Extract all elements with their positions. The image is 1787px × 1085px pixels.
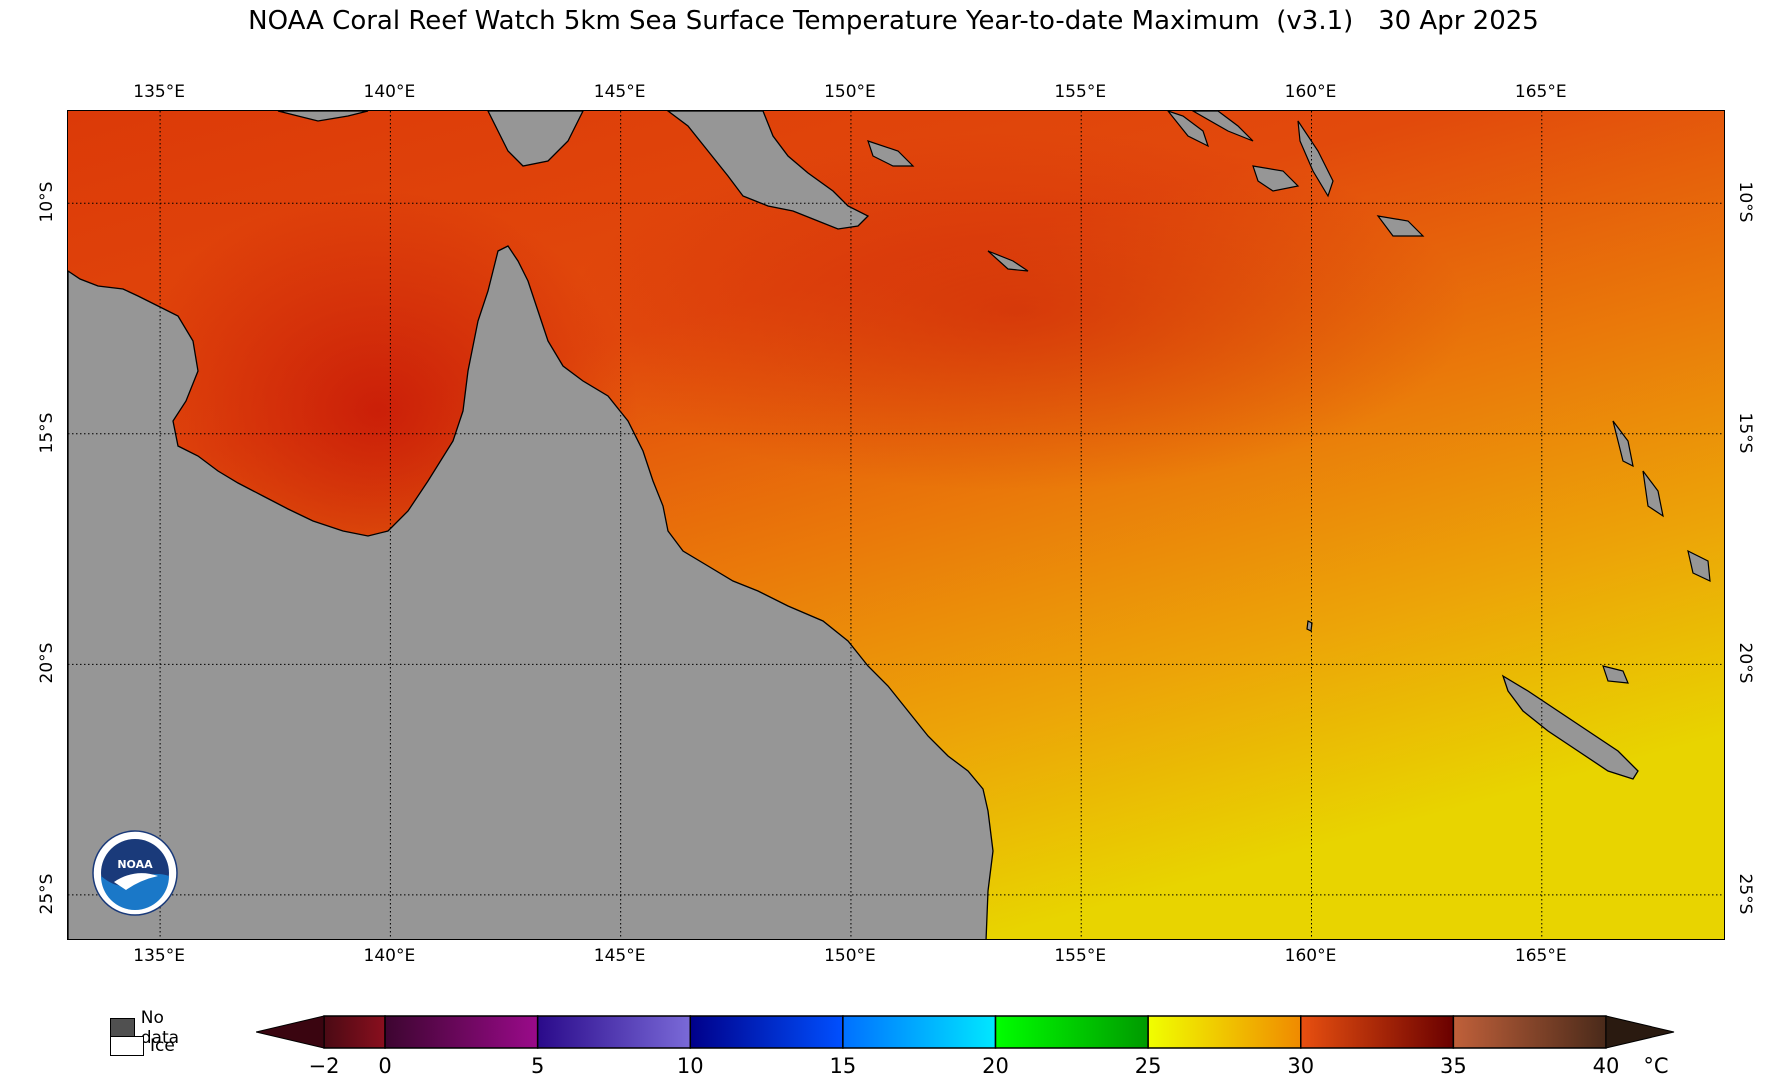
temperature-colorbar	[256, 1015, 1675, 1049]
colorbar-tick-6: 25	[1134, 1054, 1162, 1078]
solomon-island-2	[1167, 111, 1210, 148]
colorbar-tick-2: 5	[530, 1054, 545, 1078]
colorbar-tick-1: 0	[378, 1054, 392, 1078]
colorbar-tick-0: −2	[308, 1054, 340, 1078]
colorbar-tick-5: 20	[982, 1054, 1009, 1078]
ice-label: Ice	[150, 1036, 175, 1056]
colorbar-tick-9: 40	[1592, 1054, 1620, 1078]
lon-tick-bottom-1: 140°E	[363, 946, 416, 966]
new-guinea-east-land	[666, 111, 870, 230]
lon-tick-top-4: 155°E	[1054, 82, 1107, 102]
colorbar-segment-2	[536, 1015, 692, 1049]
lon-tick-top-0: 135°E	[133, 82, 185, 102]
lat-tick-left-3: 25°S	[37, 873, 57, 915]
colorbar-segment-6	[1147, 1015, 1302, 1049]
lat-tick-left-0: 10°S	[37, 181, 57, 223]
vanuatu-island-2	[1642, 470, 1664, 518]
loyalty-island	[1602, 665, 1629, 684]
lon-tick-bottom-3: 150°E	[824, 946, 876, 966]
lon-tick-bottom-4: 155°E	[1054, 946, 1107, 966]
gridlines	[68, 111, 1724, 939]
colorbar-segment-4	[842, 1015, 997, 1049]
lat-tick-left-2: 20°S	[37, 642, 57, 684]
colorbar-tick-3: 10	[676, 1054, 704, 1078]
map-title: NOAA Coral Reef Watch 5km Sea Surface Te…	[248, 6, 1539, 36]
no-data-label: No data	[140, 1008, 180, 1048]
australia-land	[68, 245, 994, 939]
vanuatu-island-3	[1687, 549, 1711, 582]
lat-tick-right-0: 10°S	[1735, 181, 1755, 223]
cape-york-land	[277, 111, 369, 122]
noaa-logo-icon: NOAA	[92, 830, 178, 916]
legend-ice: Ice	[110, 1036, 175, 1056]
sst-map	[67, 110, 1725, 940]
lat-tick-right-1: 15°S	[1735, 412, 1755, 454]
new-caledonia-land	[1501, 674, 1639, 780]
lon-tick-bottom-0: 135°E	[133, 946, 185, 966]
lon-tick-top-2: 145°E	[593, 82, 646, 102]
lon-tick-top-5: 160°E	[1284, 82, 1337, 102]
new-guinea-land	[487, 111, 584, 167]
lat-tick-right-2: 20°S	[1735, 642, 1755, 684]
solomon-island-4	[1252, 165, 1300, 192]
colorbar-segment-1	[384, 1015, 539, 1049]
lon-tick-top-1: 140°E	[363, 82, 416, 102]
solomon-island-1	[1191, 111, 1254, 142]
colorbar-segment-8	[1452, 1015, 1607, 1049]
lon-tick-bottom-2: 145°E	[593, 946, 646, 966]
new-britain-island	[867, 140, 915, 167]
vanuatu-island-1	[1612, 420, 1634, 468]
solomon-island-5	[1376, 215, 1425, 237]
no-data-swatch	[110, 1018, 135, 1038]
colorbar-segment-7	[1300, 1015, 1455, 1049]
ice-swatch	[110, 1036, 144, 1056]
colorbar-segment-5	[994, 1015, 1149, 1049]
colorbar-under-arrow	[256, 1015, 325, 1049]
colorbar-over-arrow	[1605, 1015, 1675, 1049]
colorbar-tick-7: 30	[1287, 1054, 1315, 1078]
lon-tick-top-6: 165°E	[1514, 82, 1567, 102]
lat-tick-left-1: 15°S	[37, 412, 57, 454]
lat-tick-right-3: 25°S	[1735, 873, 1755, 915]
colorbar-tick-8: 35	[1440, 1054, 1467, 1078]
colorbar-segment-0	[323, 1015, 386, 1049]
lon-tick-top-3: 150°E	[824, 82, 876, 102]
lon-tick-bottom-6: 165°E	[1514, 946, 1567, 966]
colorbar-tick-4: 15	[829, 1054, 857, 1078]
colorbar-unit: °C	[1643, 1054, 1669, 1078]
logo-text: NOAA	[117, 858, 153, 871]
legend-no-data: No data	[110, 1008, 188, 1048]
coral-sea-hot-zone	[568, 131, 1468, 491]
colorbar-segment-3	[689, 1015, 844, 1049]
solomon-island-3	[1297, 120, 1334, 198]
chesterfield-island	[1306, 620, 1313, 632]
lon-tick-bottom-5: 160°E	[1284, 946, 1337, 966]
louisiade-island	[987, 250, 1029, 272]
map-canvas	[68, 111, 1724, 939]
